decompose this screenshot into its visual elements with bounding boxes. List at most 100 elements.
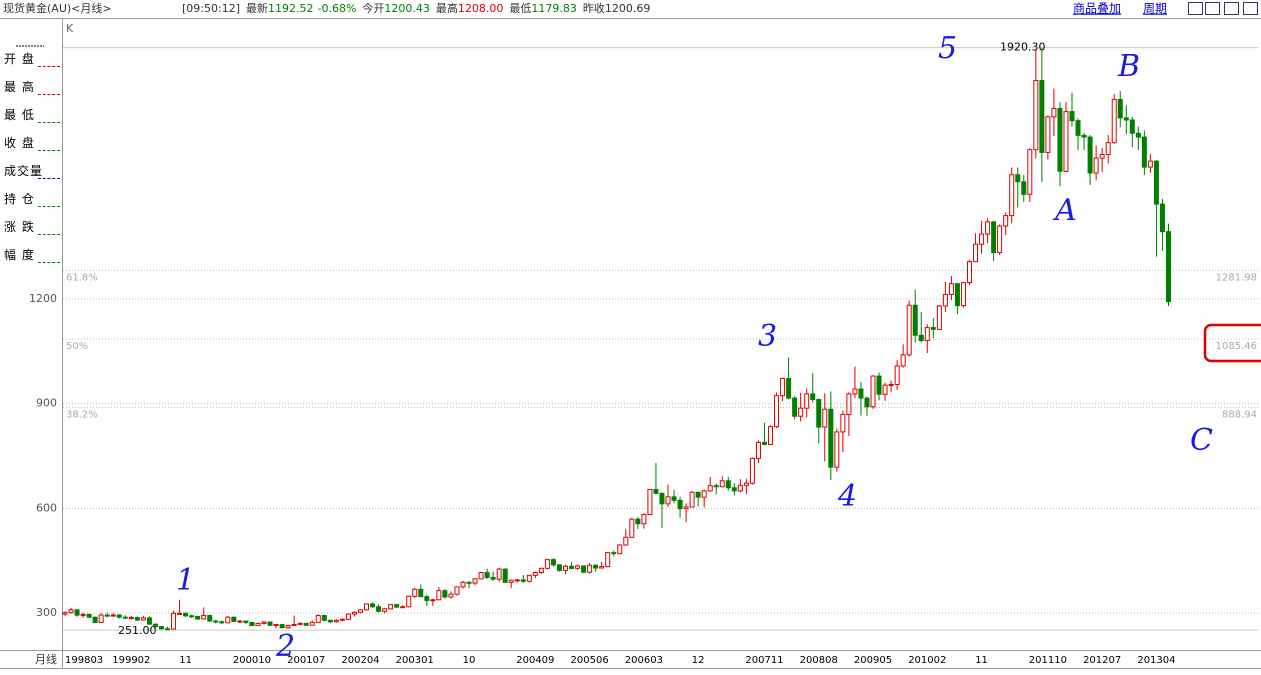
candle-body [954,283,960,307]
candle-body [882,384,888,395]
x-tick-label: 11 [975,655,988,666]
sidebar-item[interactable]: 收 盘 [4,134,60,151]
annotation: C [1190,423,1213,458]
x-tick-label: 201207 [1083,655,1121,666]
candle-body [520,579,526,582]
candle-body [804,393,810,409]
candle-body [68,609,74,614]
candle-body [749,457,755,484]
sidebar-item[interactable]: 幅 度 [4,246,60,263]
time: [09:50:12] [182,2,240,15]
x-tick-label: 200107 [287,655,325,666]
candle-body [912,304,918,336]
candle-body [1159,203,1165,233]
toolbar-icons[interactable] [1188,2,1258,15]
sidebar-item[interactable]: 开 盘 [4,50,60,67]
candle-body [556,564,562,571]
x-tick-label: 10 [463,655,476,666]
sidebar-item[interactable]: 持 仓 [4,190,60,207]
annotation: B [1117,49,1140,84]
candle-body [587,564,593,573]
toolbar-link[interactable]: 商品叠加 [1073,1,1121,16]
candle-body [92,616,98,623]
candle-body [659,492,665,505]
candle-body [629,518,635,538]
fib-label: 61.8% [66,272,98,283]
candle-body [279,624,285,629]
candle-body [900,354,906,367]
candle-body [1003,215,1009,227]
candle-body [822,408,828,428]
quote-change: -0.68% [318,2,357,15]
candle-body [104,614,110,617]
candle-body [339,618,345,621]
candle-body [267,621,273,626]
header-bar [0,0,1261,18]
x-tick-label: 200010 [233,655,271,666]
candle-body [80,613,86,616]
candle-body [1093,157,1099,174]
annotation: 4 [837,479,857,514]
extreme-label: 251.00 [118,624,157,637]
x-tick-label: 200711 [745,655,783,666]
candle-body [309,621,315,626]
candle-body [297,622,303,626]
y-tick-label: 300 [36,606,57,619]
candle-body [1045,116,1051,153]
candle-body [1069,111,1075,122]
candle-body [888,383,894,386]
candle-body [786,378,792,399]
candle-body [345,613,351,620]
candle-body [1165,231,1171,303]
sidebar-item[interactable]: 最 高 [4,78,60,95]
candle-body [146,617,152,625]
quote-label: 最新 [246,1,268,15]
candle-body [508,579,514,583]
candle-body [460,581,466,588]
candle-body [761,441,767,445]
candle-body [1027,149,1033,195]
candle-body [1147,160,1153,168]
candle-body [967,261,972,284]
candle-body [382,608,388,612]
sidebar-item[interactable]: 涨 跌 [4,218,60,235]
candle-body [870,375,876,408]
candle-body [333,619,339,623]
sidebar-item[interactable]: 最 低 [4,106,60,123]
sidebar-underline [38,66,60,67]
candle-body [472,578,478,584]
candle-body [1129,119,1135,134]
candle-body [430,599,436,602]
candle-body [864,397,870,408]
sidebar-item[interactable]: 成交量 [4,162,60,179]
candle-body [110,614,116,617]
candle-body [755,441,761,459]
x-tick-label: 201110 [1029,655,1067,666]
x-tick-label: 11 [179,655,192,666]
candle-body [948,283,954,295]
candle-body [225,616,231,624]
candle-body [183,612,189,617]
fib-value: 1281.98 [1216,272,1257,283]
candle-body [478,572,484,580]
candle-body [400,606,406,609]
candle-body [502,568,508,583]
annotation: A [1052,193,1077,228]
candle-body [74,609,80,616]
candle-body [942,293,948,307]
candle-body [1015,174,1021,183]
x-tick-label: 200905 [854,655,892,666]
candle-body [315,614,321,623]
candle-body [562,565,568,571]
candle-body [599,566,605,569]
candle-body [774,395,780,428]
x-axis-label: 月线 [35,652,57,666]
candle-body [1105,142,1111,156]
candle-body [249,621,255,627]
candle-body [165,628,171,631]
candle-body [364,603,369,611]
candle-body [894,365,900,385]
toolbar-link[interactable]: 周期 [1143,2,1167,16]
candle-body [201,614,207,620]
